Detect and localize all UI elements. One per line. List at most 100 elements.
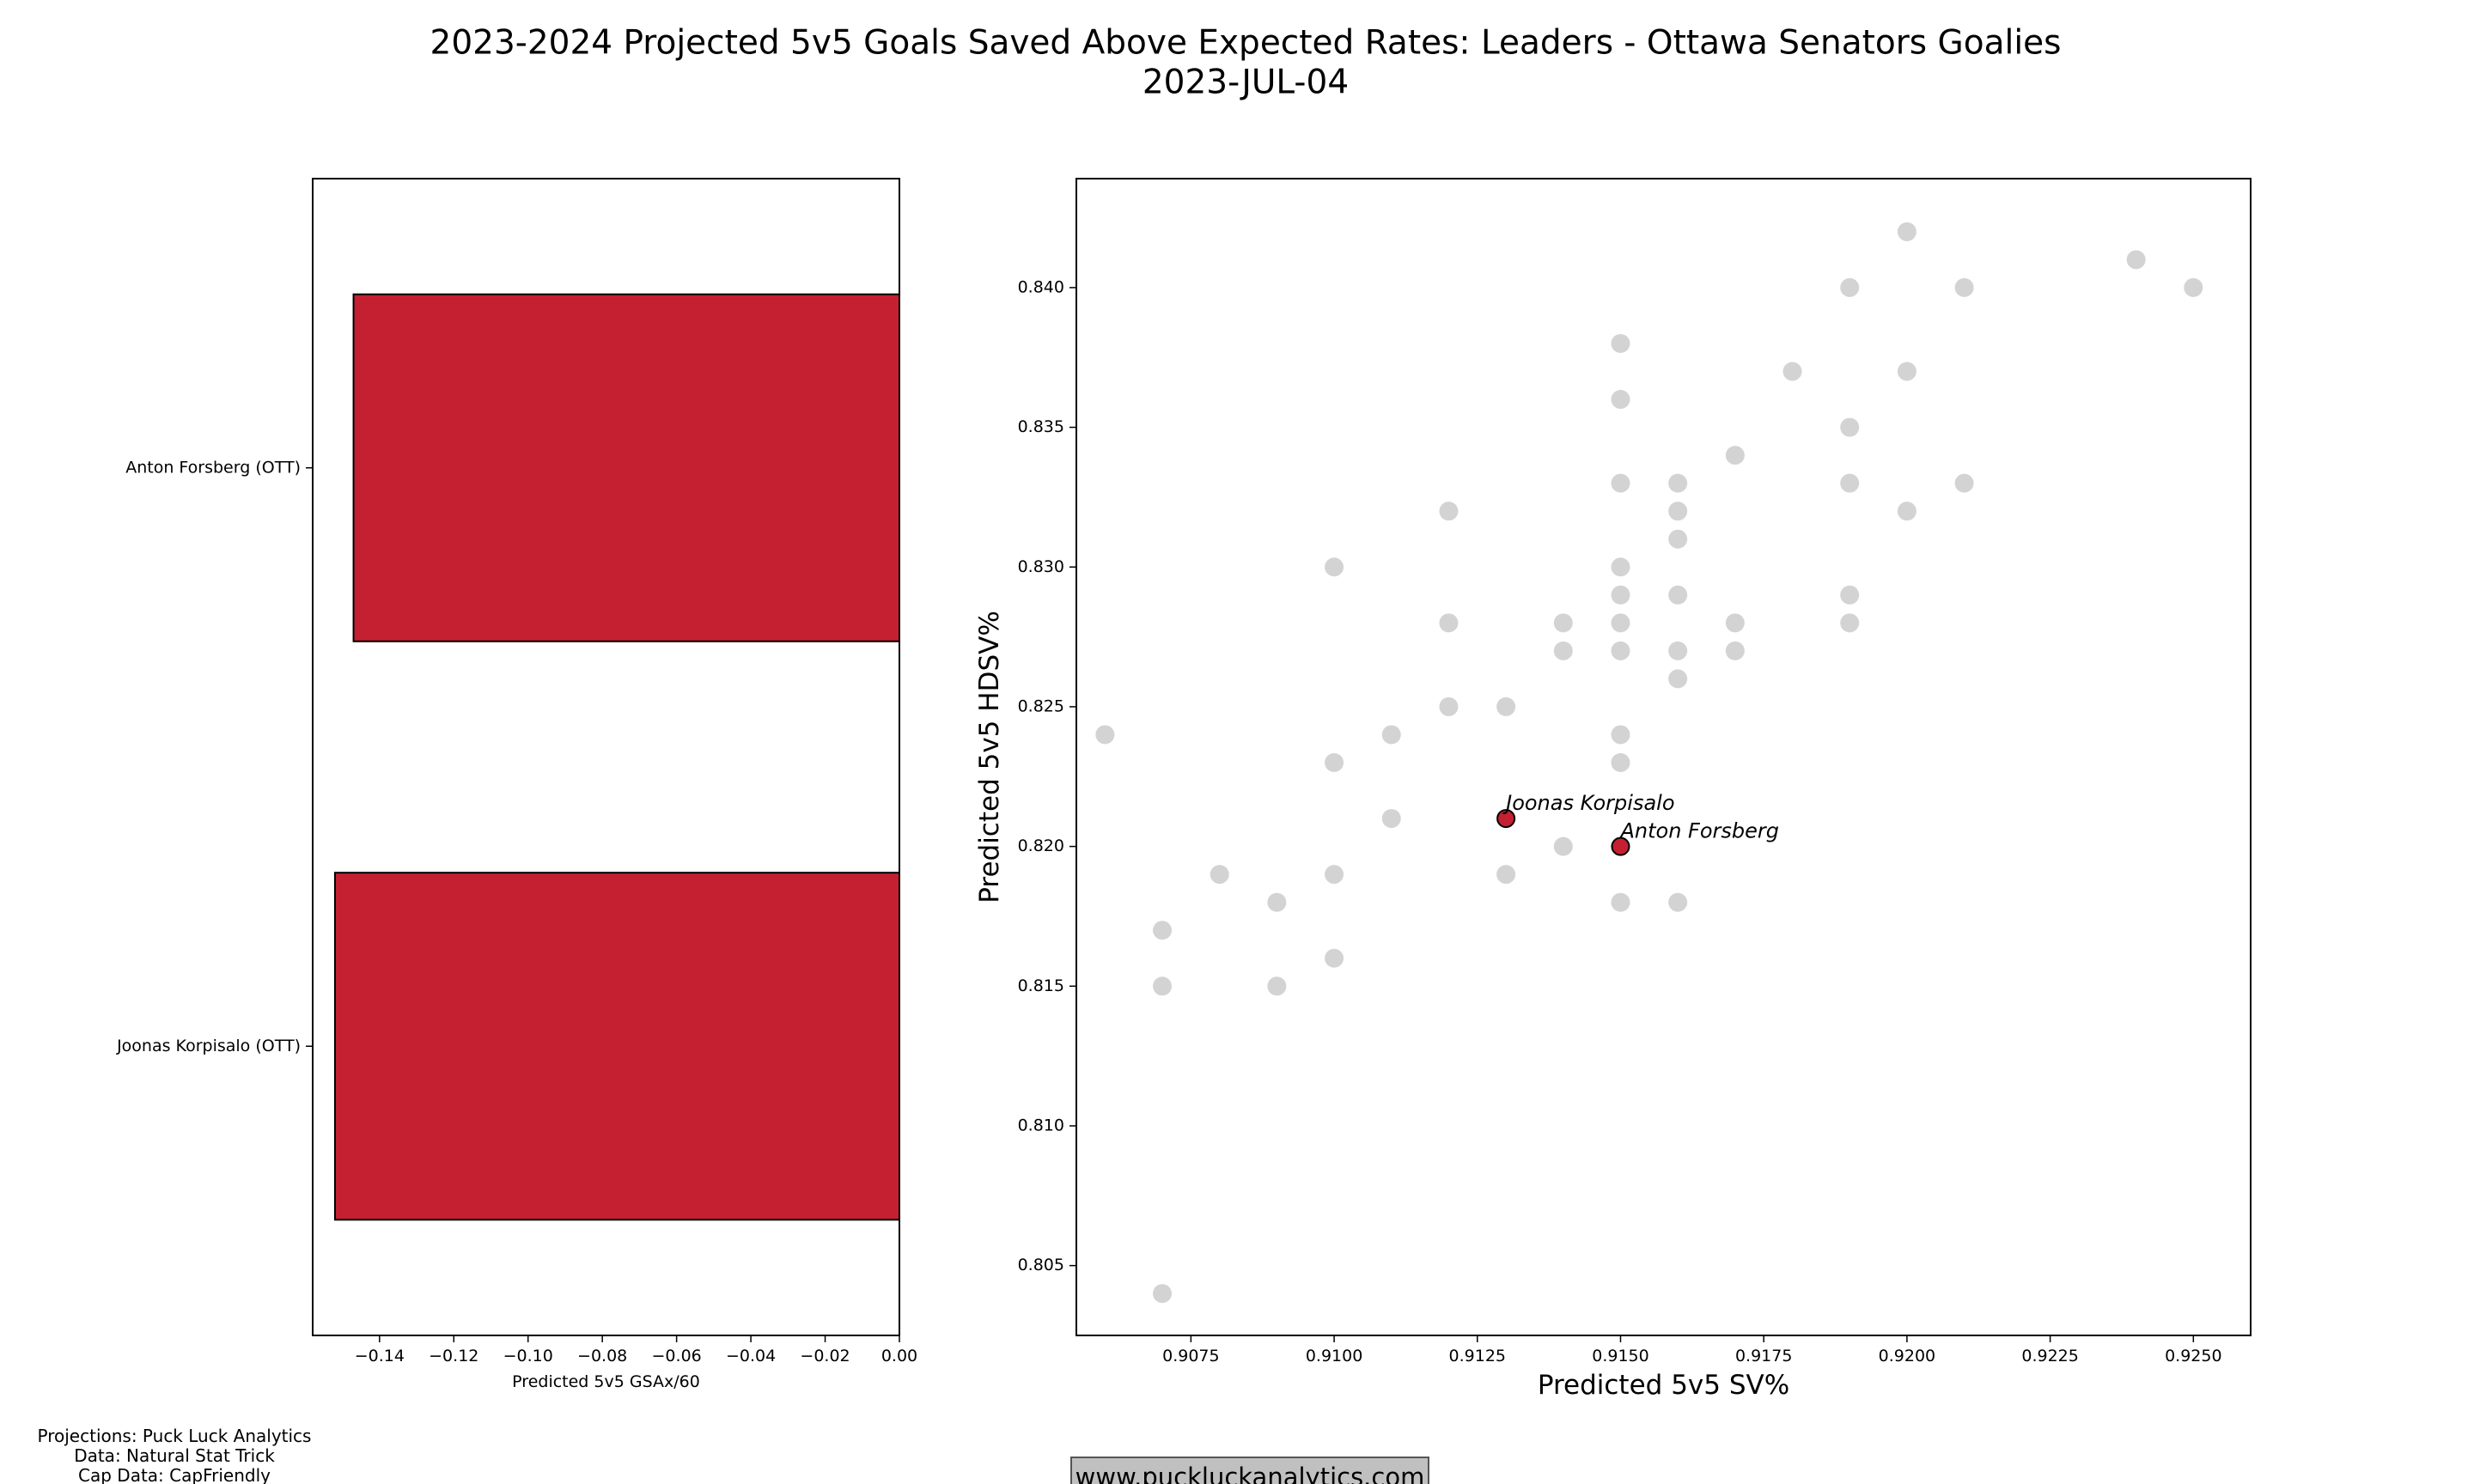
scatter-point — [1210, 865, 1229, 885]
chart-date: 2023-JUL-04 — [1143, 64, 1349, 102]
website-url: www.puckluckanalytics.com — [1076, 1463, 1425, 1484]
scatter-point — [1840, 613, 1860, 633]
y-tick-label: 0.815 — [1018, 976, 1064, 995]
scatter-point — [1725, 446, 1745, 465]
scatter-point — [1325, 753, 1344, 773]
scatter-point — [1153, 1284, 1173, 1304]
scatter-point — [1611, 390, 1630, 410]
x-tick-label: −0.14 — [355, 1347, 405, 1365]
y-tick-label: 0.820 — [1018, 836, 1064, 855]
y-tick-label: 0.840 — [1018, 277, 1064, 296]
x-axis-label: Predicted 5v5 SV% — [1538, 1370, 1789, 1401]
bar — [333, 872, 900, 1221]
website-box — [1070, 1457, 1429, 1484]
scatter-point — [1611, 473, 1630, 493]
scatter-point — [1611, 613, 1630, 633]
x-tick-label: 0.9200 — [1879, 1347, 1935, 1365]
point-label: Anton Forsberg — [1618, 819, 1779, 843]
credits: Projections: Puck Luck Analytics Data: N… — [38, 1426, 312, 1484]
scatter-point — [1611, 725, 1630, 745]
scatter-point — [1611, 641, 1630, 660]
x-tick-label: −0.08 — [577, 1347, 627, 1365]
credit-data: Data: Natural Stat Trick — [74, 1445, 275, 1466]
x-tick-label: 0.9150 — [1592, 1347, 1648, 1365]
scatter-point — [1325, 557, 1344, 577]
scatter-point — [1840, 585, 1860, 605]
y-tick-label: Joonas Korpisalo (OTT) — [116, 1037, 301, 1055]
x-tick-label: 0.9125 — [1449, 1347, 1506, 1365]
scatter-point — [1381, 725, 1401, 745]
scatter-point — [1840, 277, 1860, 297]
scatter-point — [1496, 865, 1516, 885]
y-tick-label: 0.810 — [1018, 1116, 1064, 1134]
scatter-point — [1611, 753, 1630, 773]
scatter-point — [1897, 222, 1916, 241]
x-tick-label: −0.06 — [652, 1347, 702, 1365]
scatter-point — [1840, 473, 1860, 493]
axes-frame — [312, 178, 900, 1336]
scatter-point — [2184, 277, 2203, 297]
scatter-point — [1668, 641, 1688, 660]
y-axis-label: Predicted 5v5 HDSV% — [974, 611, 1005, 903]
scatter-point — [1840, 417, 1860, 437]
scatter-point — [1725, 613, 1745, 633]
scatter-point — [1611, 557, 1630, 577]
scatter-point — [1668, 892, 1688, 912]
y-tick-label: Anton Forsberg (OTT) — [125, 458, 301, 477]
scatter-point — [1782, 362, 1802, 381]
scatter-point — [1668, 502, 1688, 521]
scatter-point — [1611, 585, 1630, 605]
scatter-point — [1897, 502, 1916, 521]
scatter-point — [2126, 250, 2146, 270]
x-tick-label: 0.9225 — [2021, 1347, 2078, 1365]
scatter-point — [1496, 696, 1516, 716]
credit-cap-data: Cap Data: CapFriendly — [78, 1465, 271, 1484]
highlighted-point — [1611, 836, 1630, 856]
scatter-point — [1267, 892, 1287, 912]
y-tick-label: 0.825 — [1018, 696, 1064, 715]
scatter-point — [1153, 976, 1173, 996]
scatter-point — [1553, 613, 1573, 633]
scatter-point — [1954, 277, 1974, 297]
scatter-point — [1095, 725, 1115, 745]
x-tick-label: −0.04 — [726, 1347, 776, 1365]
scatter-point — [1267, 976, 1287, 996]
scatter-point — [1611, 333, 1630, 353]
scatter-point — [1439, 613, 1459, 633]
scatter-point — [1725, 641, 1745, 660]
scatter-point — [1668, 529, 1688, 549]
chart-title: 2023-2024 Projected 5v5 Goals Saved Abov… — [430, 24, 2062, 63]
website-badge: www.puckluckanalytics.com — [1070, 1457, 1429, 1484]
scatter-point — [1897, 362, 1916, 381]
x-tick-label: 0.00 — [881, 1347, 917, 1365]
credit-projections: Projections: Puck Luck Analytics — [38, 1426, 312, 1446]
scatter-point — [1668, 669, 1688, 689]
x-tick-label: −0.10 — [503, 1347, 553, 1365]
axes-frame — [1076, 178, 2252, 1336]
x-tick-label: 0.9100 — [1306, 1347, 1362, 1365]
scatter-point — [1381, 809, 1401, 829]
y-tick-label: 0.835 — [1018, 417, 1064, 436]
y-tick-label: 0.805 — [1018, 1256, 1064, 1274]
x-tick-label: 0.9250 — [2165, 1347, 2221, 1365]
scatter-point — [1954, 473, 1974, 493]
x-axis-label: Predicted 5v5 GSAx/60 — [512, 1372, 700, 1391]
scatter-point — [1611, 892, 1630, 912]
point-label: Joonas Korpisalo — [1502, 791, 1674, 815]
x-tick-label: 0.9175 — [1735, 1347, 1792, 1365]
bar — [352, 293, 900, 642]
x-tick-label: −0.12 — [429, 1347, 478, 1365]
scatter-point — [1553, 836, 1573, 856]
x-tick-label: −0.02 — [800, 1347, 850, 1365]
highlighted-point — [1496, 809, 1516, 829]
scatter-point — [1668, 473, 1688, 493]
scatter-chart: 0.9075 0.9100 0.9125 0.9150 0.9175 0.9200 0.92… — [974, 178, 2252, 1401]
y-tick-label: 0.830 — [1018, 557, 1064, 576]
x-tick-label: 0.9075 — [1162, 1347, 1219, 1365]
scatter-point — [1439, 502, 1459, 521]
bar-chart: Anton Forsberg (OTT) Joonas Korpisalo (OT… — [116, 178, 917, 1391]
scatter-point — [1553, 641, 1573, 660]
scatter-point — [1153, 921, 1173, 940]
scatter-point — [1325, 865, 1344, 885]
